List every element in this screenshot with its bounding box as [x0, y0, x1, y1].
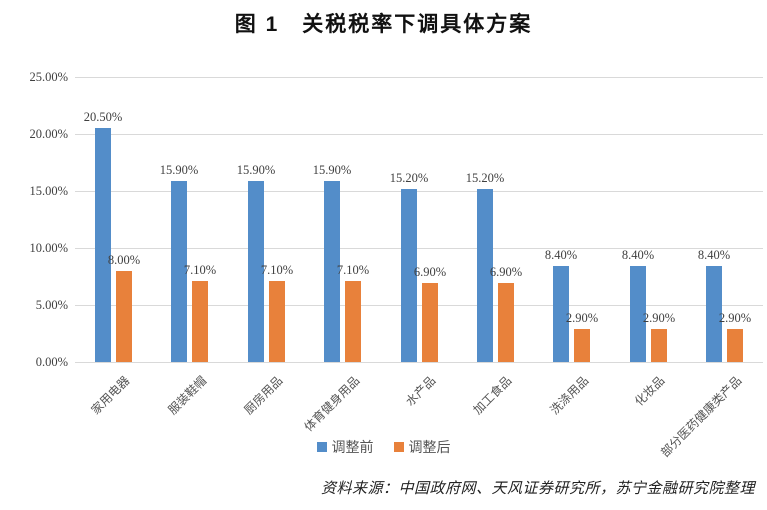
bar-before	[324, 181, 340, 362]
bar-after	[116, 271, 132, 362]
bar-after	[574, 329, 590, 362]
y-axis-tick-label: 10.00%	[29, 241, 68, 255]
x-axis-category-label: 水产品	[402, 373, 439, 409]
gridline	[75, 191, 763, 192]
legend-swatch-after-icon	[393, 442, 404, 452]
bar-value-label: 2.90%	[565, 311, 599, 325]
x-axis-category-label: 体育健身用品	[301, 373, 362, 435]
bar-value-label: 7.10%	[260, 263, 294, 277]
legend-item-after: 调整后	[393, 437, 451, 457]
bar-before	[171, 181, 187, 362]
bar-after	[192, 281, 208, 362]
bar-value-label: 8.00%	[107, 253, 141, 267]
x-axis-category-label: 服装鞋帽	[165, 373, 209, 418]
bar-after	[727, 329, 743, 362]
legend: 调整前 调整后	[0, 437, 767, 457]
bar-value-label: 7.10%	[183, 263, 217, 277]
bar-before	[477, 189, 493, 362]
gridline	[75, 134, 763, 135]
bar-value-label: 7.10%	[336, 263, 370, 277]
bar-value-label: 6.90%	[489, 265, 523, 279]
bar-value-label: 8.40%	[621, 248, 655, 262]
bar-after	[498, 283, 514, 362]
x-axis-category-label: 厨房用品	[241, 373, 286, 418]
bar-before	[706, 266, 722, 362]
bar-value-label: 6.90%	[413, 265, 447, 279]
legend-label-before: 调整前	[331, 439, 374, 455]
y-axis-tick-label: 25.00%	[29, 70, 68, 84]
x-axis-category-label: 加工食品	[470, 373, 515, 418]
legend-swatch-before-icon	[316, 442, 327, 452]
bar-before	[630, 266, 646, 362]
bar-before	[95, 128, 111, 362]
gridline	[75, 248, 763, 249]
x-axis-category-label: 家用电器	[88, 373, 133, 418]
y-axis-tick-label: 15.00%	[29, 184, 68, 198]
bar-before	[248, 181, 264, 362]
bar-before	[401, 189, 417, 362]
bar-value-label: 2.90%	[718, 311, 752, 325]
bar-value-label: 15.90%	[159, 163, 199, 177]
bar-value-label: 15.20%	[465, 171, 505, 185]
y-axis-tick-label: 5.00%	[35, 298, 68, 312]
legend-label-after: 调整后	[408, 439, 451, 455]
bar-value-label: 20.50%	[83, 110, 123, 124]
bar-after	[345, 281, 361, 362]
legend-item-before: 调整前	[316, 437, 374, 457]
y-axis-tick-label: 0.00%	[35, 355, 68, 369]
bar-value-label: 8.40%	[544, 248, 578, 262]
chart-title: 图 1 关税税率下调具体方案	[234, 13, 533, 36]
bar-after	[651, 329, 667, 362]
y-axis-tick-label: 20.00%	[29, 127, 68, 141]
bar-after	[422, 283, 438, 362]
gridline	[75, 305, 763, 306]
bar-value-label: 8.40%	[697, 248, 731, 262]
bar-value-label: 15.20%	[389, 171, 429, 185]
gridline	[75, 77, 763, 78]
source-note: 资料来源：中国政府网、天风证券研究所，苏宁金融研究院整理	[320, 481, 755, 497]
bar-value-label: 15.90%	[236, 163, 276, 177]
gridline	[75, 362, 763, 363]
x-axis-category-label: 洗涤用品	[547, 373, 592, 418]
bar-after	[269, 281, 285, 362]
bar-value-label: 2.90%	[642, 311, 676, 325]
bar-value-label: 15.90%	[312, 163, 352, 177]
x-axis-category-label: 化妆品	[632, 373, 668, 409]
bar-before	[553, 266, 569, 362]
